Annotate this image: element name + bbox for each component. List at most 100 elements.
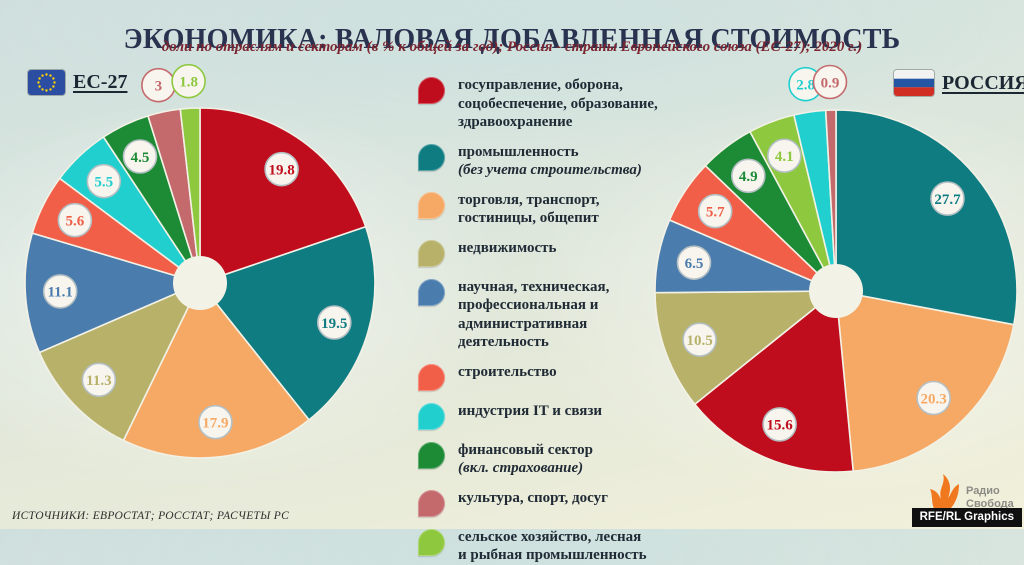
value-label-russia-agriculture: 4.1 <box>775 149 794 165</box>
value-label-russia-construction: 5.7 <box>706 204 725 220</box>
legend-swatch-agriculture <box>418 528 445 556</box>
legend-note-industry: (без учета строительства) <box>458 162 642 178</box>
value-label-eu-agriculture: 1.8 <box>179 74 198 90</box>
value-label-eu-it: 5.5 <box>94 174 113 190</box>
page-title: ЭКОНОМИКА: ВАЛОВАЯ ДОБАВЛЕННАЯ СТОИМОСТЬ <box>123 23 901 55</box>
pie-slice-eu-trade <box>122 282 310 459</box>
page-subtitle: доли по отраслям и секторам (в % к общей… <box>161 39 863 55</box>
value-badge-eu-it: 5.5 <box>86 163 122 199</box>
value-badge-eu-gov: 19.8 <box>264 151 299 187</box>
value-badge-russia-culture: 0.9 <box>812 64 848 100</box>
legend-label-agriculture: сельское хозяйство, лесная и рыбная пром… <box>458 528 647 564</box>
pie-slice-russia-culture <box>824 109 837 292</box>
sources-note: ИСТОЧНИКИ: ЕВРОСТАТ; РОССТАТ; РАСЧЕТЫ РС <box>12 510 290 522</box>
legend-swatch-finance <box>418 441 445 469</box>
legend-label-science: научная, техническая, профессиональная и… <box>458 278 610 351</box>
legend-label-finance: финансовый сектор (вкл. страхование) <box>458 441 593 477</box>
publisher-name: Радио Свобода <box>966 485 1014 510</box>
legend-label-culture: культура, спорт, досуг <box>458 489 608 506</box>
legend-swatch-construction <box>418 363 445 391</box>
legend-item-finance: финансовый сектор (вкл. страхование) <box>418 441 668 478</box>
flame-icon <box>930 474 959 516</box>
value-label-russia-science: 6.5 <box>685 256 704 272</box>
value-badge-eu-industry: 19.5 <box>316 305 352 340</box>
value-badge-eu-science: 11.1 <box>42 274 78 309</box>
legend-item-agriculture: сельское хозяйство, лесная и рыбная пром… <box>418 528 668 565</box>
pie-slice-russia-industry <box>835 109 1018 326</box>
value-label-russia-real-estate: 10.5 <box>686 333 712 349</box>
value-badge-eu-real-estate: 11.3 <box>81 362 117 398</box>
value-label-russia-culture: 0.9 <box>821 75 840 91</box>
value-label-russia-industry: 27.7 <box>934 192 961 208</box>
pie-slice-eu-industry <box>199 226 376 421</box>
pie-slice-eu-science <box>24 232 201 354</box>
legend-swatch-industry <box>418 143 445 171</box>
legend-swatch-culture <box>418 489 445 517</box>
legend-item-construction: строительство <box>418 363 668 391</box>
pie-slice-russia-trade <box>835 290 1015 472</box>
legend-item-trade: торговля, транспорт, гостиницы, общепит <box>418 191 668 228</box>
value-badge-eu-agriculture: 1.8 <box>171 63 206 99</box>
legend-swatch-science <box>418 278 445 306</box>
value-badge-russia-industry: 27.7 <box>930 181 965 216</box>
donut-hole-russia <box>809 264 863 318</box>
legend-item-culture: культура, спорт, досуг <box>418 489 668 517</box>
pie-charts-canvas: 19.8 19.5 17.9 11.3 11.1 5.6 5.5 4.5 3 1.8 27.7 20.… <box>24 63 1018 473</box>
value-label-russia-finance: 4.9 <box>739 169 758 185</box>
legend-swatch-real-estate <box>418 239 445 267</box>
legend-item-science: научная, техническая, профессиональная и… <box>418 278 668 352</box>
eu-chart-label: ЕС-27 <box>28 70 127 95</box>
publisher-logo: Радио Свобода <box>914 469 1024 529</box>
value-badge-eu-culture: 3 <box>141 67 176 103</box>
eu-chart-title: ЕС-27 <box>73 71 128 93</box>
value-badge-russia-construction: 5.7 <box>697 193 733 229</box>
value-badge-russia-real-estate: 10.5 <box>682 322 717 358</box>
eu-flag-icon <box>28 70 65 95</box>
value-badge-russia-science: 6.5 <box>676 245 712 281</box>
value-badge-eu-finance: 4.5 <box>122 139 158 174</box>
legend-swatch-gov <box>418 77 445 104</box>
legend-label-gov: госуправление, оборона, соцобеспечение, … <box>458 77 658 130</box>
pie-slice-eu-agriculture <box>179 107 201 284</box>
legend-label-real-estate: недвижимость <box>458 239 557 256</box>
russia-chart-label: РОССИЯ <box>894 70 1024 96</box>
value-label-russia-gov: 15.6 <box>766 418 793 434</box>
legend-swatch-trade <box>418 191 445 219</box>
pie-russia: 27.7 20.3 15.6 10.5 6.5 5.7 4.9 4.1 2.8 0.9 <box>654 64 1018 473</box>
pie-slice-russia-gov <box>694 290 854 473</box>
russia-chart-title: РОССИЯ <box>942 71 1024 94</box>
pie-eu: 19.8 19.5 17.9 11.3 11.1 5.6 5.5 4.5 3 1.8 <box>24 63 376 459</box>
value-label-eu-finance: 4.5 <box>131 150 150 166</box>
value-badge-russia-gov: 15.6 <box>762 407 797 442</box>
value-badge-russia-finance: 4.9 <box>730 158 766 194</box>
legend-label-it: индустрия IT и связи <box>458 402 603 419</box>
value-label-eu-real-estate: 11.3 <box>86 373 111 389</box>
value-label-eu-construction: 5.6 <box>66 213 85 229</box>
legend-item-gov: госуправление, оборона, соцобеспечение, … <box>418 76 668 132</box>
value-label-russia-trade: 20.3 <box>920 391 946 407</box>
value-badge-eu-trade: 17.9 <box>198 404 233 440</box>
value-badge-russia-agriculture: 4.1 <box>766 138 802 173</box>
legend-label-construction: строительство <box>458 363 557 380</box>
value-badge-eu-construction: 5.6 <box>57 202 93 238</box>
legend-item-real-estate: недвижимость <box>418 239 668 267</box>
credit-badge: RFE/RL Graphics <box>911 508 1022 527</box>
ru-flag-icon <box>894 70 934 96</box>
legend-swatch-it <box>418 402 445 430</box>
legend-label-industry: промышленность (без учета строительства) <box>458 143 642 179</box>
pie-slice-eu-real-estate <box>38 282 201 442</box>
pie-slice-russia-real-estate <box>654 290 837 405</box>
legend-label-trade: торговля, транспорт, гостиницы, общепит <box>458 191 600 227</box>
pie-slice-eu-gov <box>199 107 367 284</box>
value-label-eu-industry: 19.5 <box>321 316 347 332</box>
value-label-russia-it: 2.8 <box>796 77 815 93</box>
sector-legend: госуправление, оборона, соцобеспечение, … <box>418 76 668 565</box>
legend-item-industry: промышленность (без учета строительства) <box>418 143 668 180</box>
value-label-eu-culture: 3 <box>155 78 163 94</box>
value-label-eu-gov: 19.8 <box>268 162 294 178</box>
value-label-eu-trade: 17.9 <box>202 415 228 431</box>
value-label-eu-science: 11.1 <box>47 285 72 301</box>
donut-hole-eu <box>173 256 227 310</box>
legend-note-finance: (вкл. страхование) <box>458 460 584 476</box>
legend-item-it: индустрия IT и связи <box>418 402 668 430</box>
